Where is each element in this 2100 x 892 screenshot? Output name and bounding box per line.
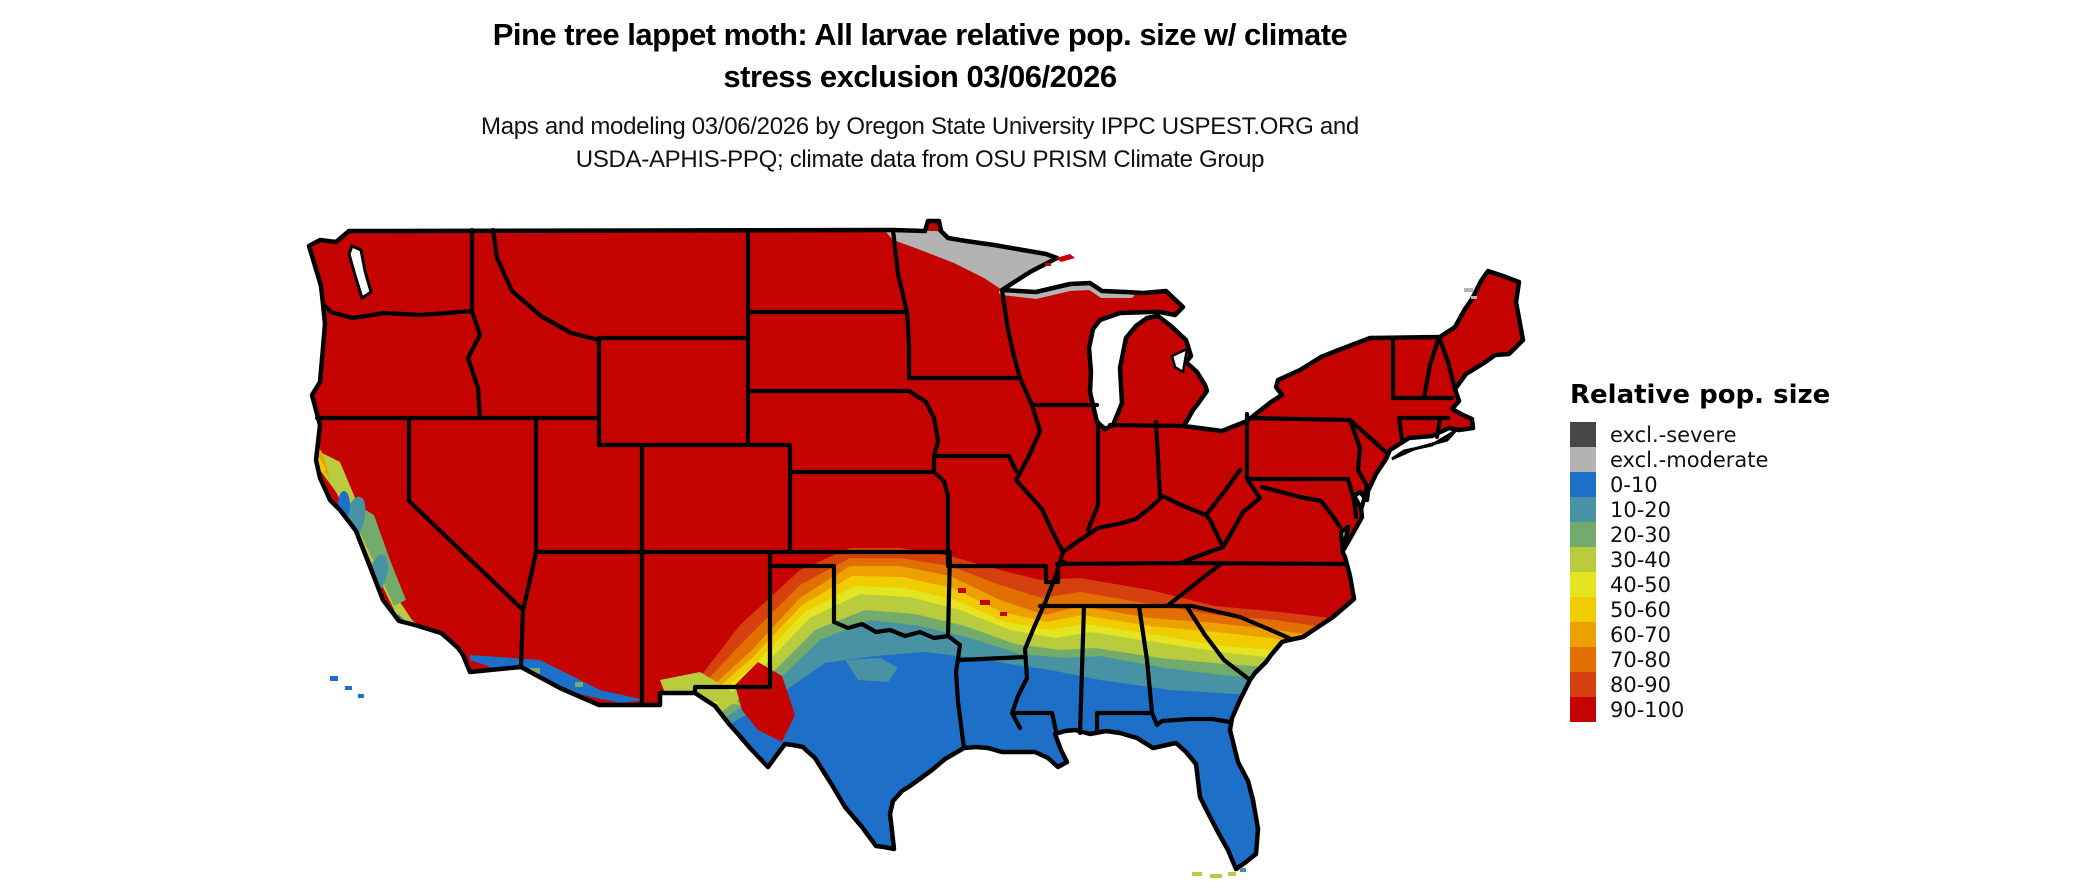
subtitle-line-2: USDA-APHIS-PPQ; climate data from OSU PR… bbox=[575, 146, 1265, 173]
title-line-2: stress exclusion 03/06/2026 bbox=[723, 59, 1117, 94]
map-detail-az-green bbox=[530, 668, 540, 674]
title-block: Pine tree lappet moth: All larvae relati… bbox=[0, 14, 1840, 176]
legend-row-50-60: 50-60 bbox=[1570, 597, 1830, 622]
legend-row-40-50: 40-50 bbox=[1570, 572, 1830, 597]
florida-keys-dot2 bbox=[1210, 874, 1222, 878]
legend-row-20-30: 20-30 bbox=[1570, 522, 1830, 547]
page-title: Pine tree lappet moth: All larvae relati… bbox=[0, 14, 1840, 98]
florida-keys-dot1 bbox=[1192, 872, 1202, 876]
legend-swatch-10-20 bbox=[1570, 497, 1596, 522]
map-detail-west-texas-red bbox=[735, 662, 795, 742]
puget-sound-water bbox=[347, 243, 373, 301]
map-detail-ar-red2 bbox=[980, 600, 990, 605]
band-0-10 bbox=[715, 652, 1523, 869]
map-detail-ar-red3 bbox=[1000, 612, 1007, 616]
legend-label-90-100: 90-100 bbox=[1610, 697, 1685, 722]
legend-label-0-10: 0-10 bbox=[1610, 472, 1658, 497]
legend-row-excl-severe: excl.-severe bbox=[1570, 422, 1830, 447]
legend-swatch-20-30 bbox=[1570, 522, 1596, 547]
legend-swatch-0-10 bbox=[1570, 472, 1596, 497]
legend-swatch-excl-severe bbox=[1570, 422, 1596, 447]
channel-island-dot3 bbox=[358, 694, 364, 698]
legend-row-70-80: 70-80 bbox=[1570, 647, 1830, 672]
legend-label-70-80: 70-80 bbox=[1610, 647, 1672, 672]
map-detail-ca-valley-green bbox=[352, 502, 406, 606]
legend-swatch-30-40 bbox=[1570, 547, 1596, 572]
us-raster bbox=[309, 221, 1523, 869]
legend-label-excl-severe: excl.-severe bbox=[1610, 422, 1737, 447]
saginaw-bay-water bbox=[1170, 346, 1189, 375]
map-detail-mn-exclusion-gray bbox=[885, 231, 1057, 290]
legend-label-80-90: 80-90 bbox=[1610, 672, 1672, 697]
legend-swatch-50-60 bbox=[1570, 597, 1596, 622]
legend-swatch-70-80 bbox=[1570, 647, 1596, 672]
channel-island-dot1 bbox=[330, 676, 338, 681]
legend-row-80-90: 80-90 bbox=[1570, 672, 1830, 697]
legend-row-30-40: 30-40 bbox=[1570, 547, 1830, 572]
map-detail-ar-red1 bbox=[958, 588, 966, 593]
florida-keys-dot4 bbox=[1240, 868, 1246, 872]
legend-swatch-90-100 bbox=[1570, 697, 1596, 722]
legend-swatch-40-50 bbox=[1570, 572, 1596, 597]
title-line-1: Pine tree lappet moth: All larvae relati… bbox=[492, 17, 1348, 52]
state-borders bbox=[314, 227, 1458, 751]
map-detail-superior-shore-gray bbox=[999, 283, 1134, 300]
legend-row-0-10: 0-10 bbox=[1570, 472, 1830, 497]
maine-exclusion-dot1 bbox=[1464, 288, 1473, 292]
legend-swatch-60-70 bbox=[1570, 622, 1596, 647]
legend: Relative pop. size excl.-severe excl.-mo… bbox=[1570, 380, 1830, 722]
legend-label-20-30: 20-30 bbox=[1610, 522, 1672, 547]
subtitle-line-1: Maps and modeling 03/06/2026 by Oregon S… bbox=[481, 113, 1359, 140]
map-detail-hillcountry-teal bbox=[845, 658, 898, 682]
isle-royale bbox=[1056, 254, 1075, 262]
legend-rows: excl.-severe excl.-moderate 0-10 10-20 2… bbox=[1570, 422, 1830, 722]
florida-keys-dot3 bbox=[1228, 872, 1236, 876]
legend-swatch-80-90 bbox=[1570, 672, 1596, 697]
legend-label-excl-moderate: excl.-moderate bbox=[1610, 447, 1769, 472]
legend-label-60-70: 60-70 bbox=[1610, 622, 1672, 647]
page-subtitle: Maps and modeling 03/06/2026 by Oregon S… bbox=[0, 110, 1840, 176]
legend-label-30-40: 30-40 bbox=[1610, 547, 1672, 572]
isle-royale-dot bbox=[1045, 263, 1051, 266]
us-outline bbox=[306, 218, 1526, 872]
legend-row-excl-moderate: excl.-moderate bbox=[1570, 447, 1830, 472]
long-island bbox=[1391, 427, 1459, 461]
legend-swatch-excl-moderate bbox=[1570, 447, 1596, 472]
legend-title: Relative pop. size bbox=[1570, 380, 1831, 410]
legend-label-40-50: 40-50 bbox=[1610, 572, 1672, 597]
legend-row-60-70: 60-70 bbox=[1570, 622, 1830, 647]
legend-row-10-20: 10-20 bbox=[1570, 497, 1830, 522]
maine-exclusion-dot2 bbox=[1471, 296, 1477, 299]
legend-label-50-60: 50-60 bbox=[1610, 597, 1672, 622]
map-detail-az-green2 bbox=[575, 682, 583, 687]
channel-island-dot2 bbox=[345, 686, 352, 690]
legend-label-10-20: 10-20 bbox=[1610, 497, 1672, 522]
legend-row-90-100: 90-100 bbox=[1570, 697, 1830, 722]
